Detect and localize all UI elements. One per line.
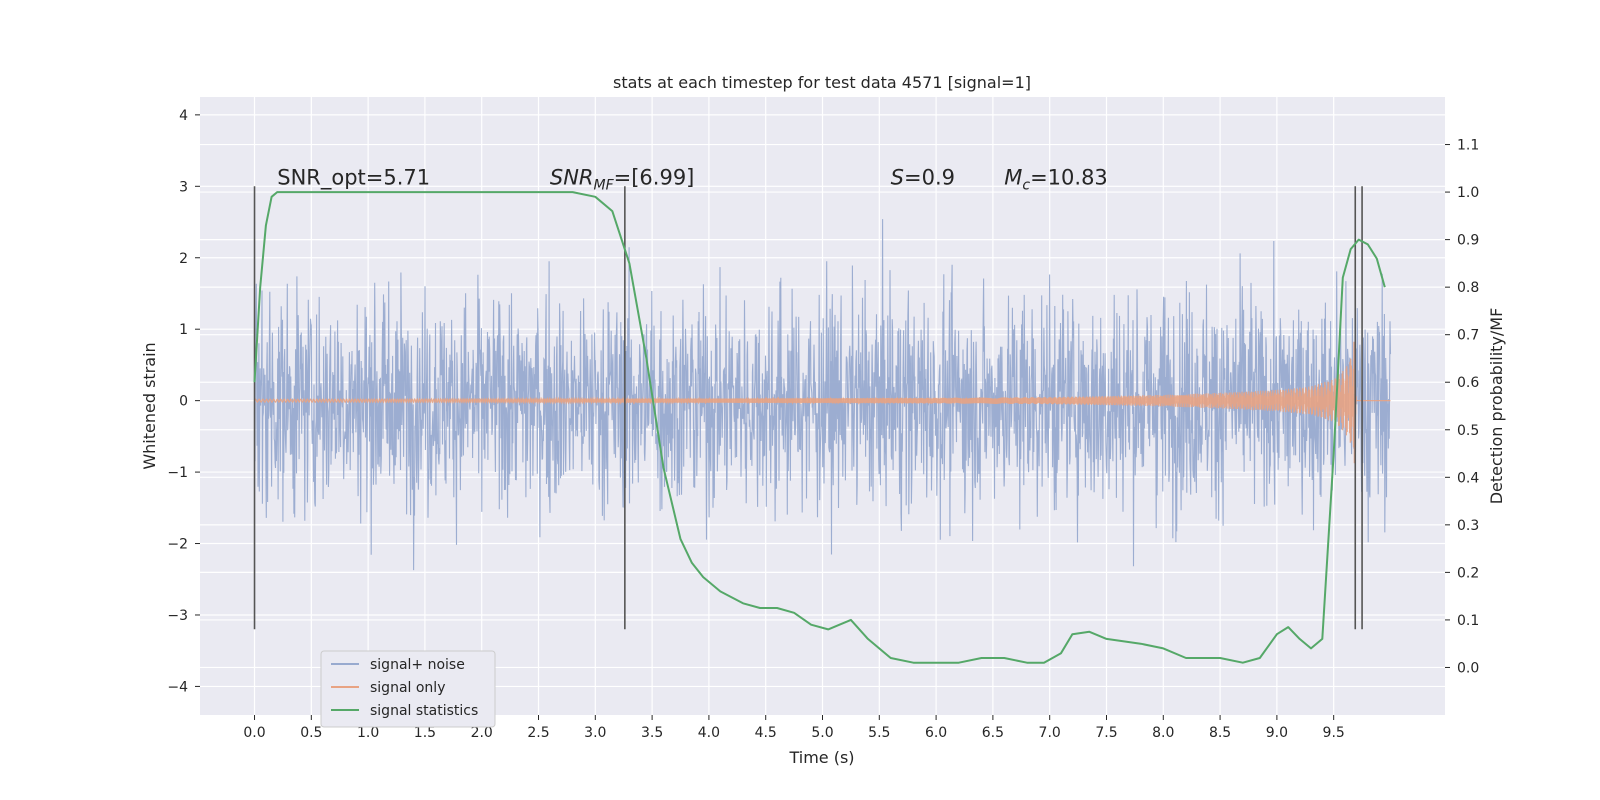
y-axis-title: Whitened strain [140, 342, 159, 469]
x-tick-label: 5.0 [811, 725, 833, 741]
x-tick-label: 3.5 [641, 725, 663, 741]
y-tick-label: 0 [179, 394, 188, 410]
legend: signal+ noise signal only signal statist… [320, 650, 496, 728]
x-tick-label: 6.0 [925, 725, 947, 741]
y-axis-ticks: 4 3 2 1 0 −1 −2 −3 −4 [167, 108, 200, 695]
legend-label-signal: signal only [370, 680, 445, 696]
y-tick-label: −3 [167, 608, 188, 624]
signal-statistics-series [253, 191, 1386, 664]
signal-noise-series [253, 219, 1392, 571]
y-tick-label: 4 [179, 108, 188, 124]
y2-tick-label: 0.5 [1457, 423, 1479, 439]
y2-axis-ticks: 1.1 1.0 0.9 0.8 0.7 0.6 0.5 0.4 0.3 0.2 0.1 0.0 [1445, 138, 1479, 676]
x-tick-label: 2.0 [471, 725, 493, 741]
x-tick-label: 0.0 [243, 725, 265, 741]
x-tick-label: 5.5 [868, 725, 890, 741]
y2-tick-label: 1.1 [1457, 138, 1479, 154]
x-tick-label: 2.5 [527, 725, 549, 741]
x-tick-label: 6.5 [982, 725, 1004, 741]
signal-only-series [253, 341, 1391, 464]
y2-tick-label: 0.9 [1457, 233, 1479, 249]
x-tick-label: 7.0 [1039, 725, 1061, 741]
x-tick-label: 4.5 [755, 725, 777, 741]
annotation-label: SNR_opt=5.71 [277, 165, 430, 190]
y-tick-label: −1 [167, 465, 188, 481]
x-tick-label: 9.0 [1266, 725, 1288, 741]
legend-label-noise: signal+ noise [370, 657, 465, 673]
y2-tick-label: 0.3 [1457, 518, 1479, 534]
y-tick-label: −4 [167, 679, 188, 695]
y-tick-label: −2 [167, 537, 188, 553]
chart-title: stats at each timestep for test data 457… [613, 73, 1031, 92]
y2-tick-label: 1.0 [1457, 185, 1479, 201]
x-tick-label: 8.5 [1209, 725, 1231, 741]
legend-box [320, 650, 496, 728]
x-axis-ticks: 0.0 0.5 1.0 1.5 2.0 2.5 3.0 3.5 4.0 4.5 5.0 5.5 6.0 6… [243, 715, 1345, 741]
y2-tick-label: 0.6 [1457, 375, 1479, 391]
y2-tick-label: 0.1 [1457, 613, 1479, 629]
y-tick-label: 1 [179, 322, 188, 338]
x-tick-label: 4.0 [698, 725, 720, 741]
annotation-label: Mc=10.83 [1004, 165, 1108, 193]
x-tick-label: 0.5 [300, 725, 322, 741]
y2-tick-label: 0.0 [1457, 660, 1479, 676]
x-axis-title: Time (s) [788, 748, 854, 767]
x-tick-label: 7.5 [1095, 725, 1117, 741]
x-tick-label: 9.5 [1323, 725, 1345, 741]
vertical-markers [253, 186, 1363, 630]
y-tick-label: 2 [179, 251, 188, 267]
y2-axis-title: Detection probability/MF [1487, 308, 1506, 505]
y2-tick-label: 0.2 [1457, 565, 1479, 581]
x-tick-label: 3.0 [584, 725, 606, 741]
legend-label-stats: signal statistics [370, 703, 478, 719]
annotation-label: S=0.9 [891, 165, 955, 189]
annotations: SNR_opt=5.71 SNRMF=[6.99] S=0.9 Mc=10.83 [277, 165, 1108, 193]
stats-trace [253, 191, 1386, 664]
y2-tick-label: 0.4 [1457, 470, 1479, 486]
y-tick-label: 3 [179, 179, 188, 195]
x-tick-label: 1.5 [414, 725, 436, 741]
noise-trace [253, 219, 1392, 571]
x-tick-label: 8.0 [1152, 725, 1174, 741]
y2-tick-label: 0.8 [1457, 280, 1479, 296]
x-tick-label: 1.0 [357, 725, 379, 741]
annotation-label: SNRMF=[6.99] [550, 165, 695, 193]
y2-tick-label: 0.7 [1457, 328, 1479, 344]
signal-trace [253, 341, 1391, 464]
